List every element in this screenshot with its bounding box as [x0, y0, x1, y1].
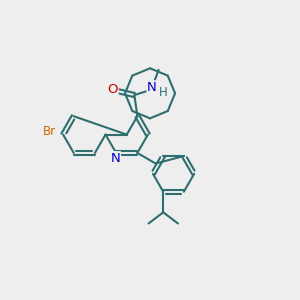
Text: O: O — [108, 83, 118, 96]
Text: N: N — [147, 81, 157, 94]
Text: H: H — [159, 85, 168, 99]
Text: Br: Br — [42, 124, 56, 138]
Text: N: N — [111, 152, 120, 165]
